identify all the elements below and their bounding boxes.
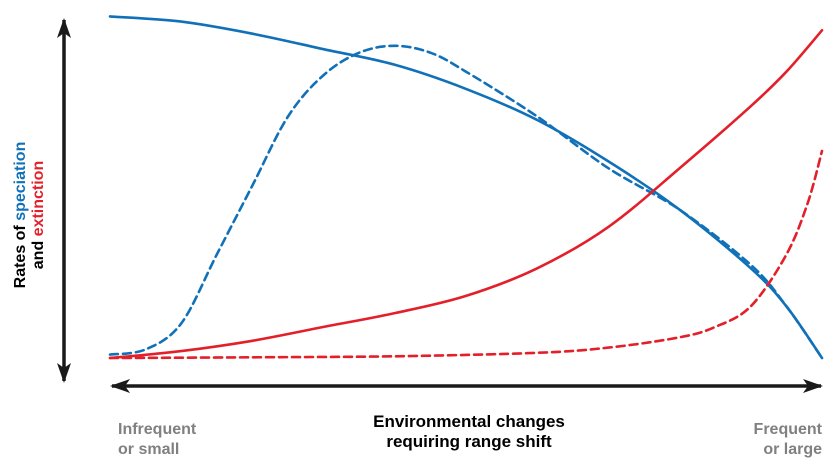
x-tick-left-line2: or small <box>118 441 179 458</box>
x-tick-right-line2: or large <box>763 441 822 458</box>
extinction-dashed-line <box>108 149 824 360</box>
y-label-rates-of: Rates of <box>12 221 29 289</box>
x-axis-title-line2: requiring range shift <box>386 432 552 451</box>
extinction-solid-line <box>108 29 824 360</box>
y-axis-label-line1: Rates of speciation <box>12 142 29 289</box>
x-tick-right-line1: Frequent <box>754 421 823 438</box>
x-axis-title-line1: Environmental changes <box>373 412 565 431</box>
series-layer <box>108 15 824 360</box>
y-axis-label: Rates of speciation and extinction <box>12 142 47 289</box>
speciation-dashed-line <box>108 44 824 360</box>
y-label-and: and <box>30 236 47 269</box>
y-axis-label-line2: and extinction <box>30 161 47 269</box>
x-tick-left-line1: Infrequent <box>118 421 197 438</box>
y-label-extinction: extinction <box>30 161 47 237</box>
y-label-speciation: speciation <box>12 142 29 221</box>
speciation-solid-line <box>108 15 824 360</box>
